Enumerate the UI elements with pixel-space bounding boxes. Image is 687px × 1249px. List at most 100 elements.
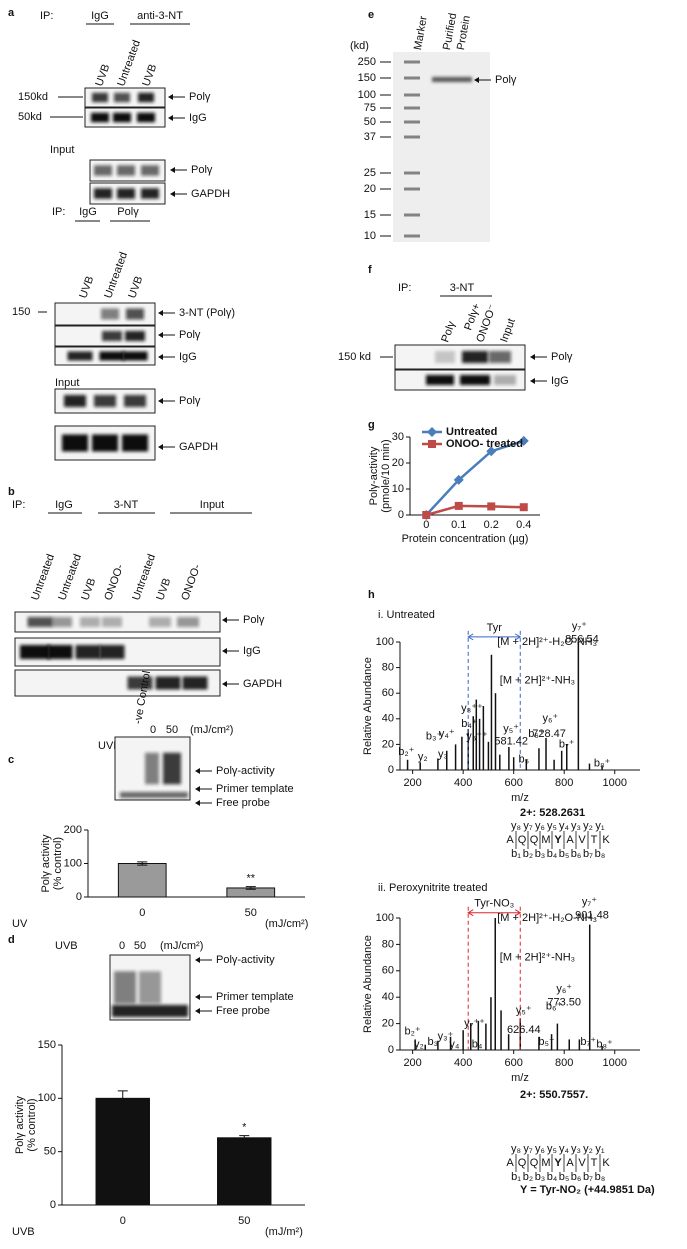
band: [126, 308, 144, 320]
x-tick-label: 400: [454, 1057, 472, 1069]
y-tick-label: 50: [44, 1146, 56, 1158]
ion-label: b₆: [571, 848, 582, 860]
panel-letter: g: [368, 419, 375, 431]
peak-label: y₄: [449, 1039, 460, 1051]
marker-label: 250: [358, 56, 376, 68]
lane-label: ONOO-: [102, 563, 126, 602]
band: [435, 351, 455, 363]
band-label: Polγ: [179, 329, 201, 341]
y-tick-label: 0: [398, 509, 404, 521]
lane-label: ONOO-: [179, 563, 203, 602]
band: [122, 434, 148, 452]
ion-label: y₅: [547, 1143, 557, 1155]
peak-label: y₇⁺: [572, 621, 587, 633]
y-tick-label: 100: [38, 1092, 56, 1104]
peak-label: y₅⁺⁺: [466, 731, 488, 743]
band: [47, 645, 73, 659]
error-bar: [245, 886, 256, 890]
ion-label: b₄: [547, 848, 558, 860]
label: 3-NT: [114, 499, 139, 511]
ion-label: y₆: [535, 820, 545, 832]
peak-label: b₃⁺: [426, 731, 443, 743]
x-tick-label: 0.4: [516, 519, 531, 531]
ion-label: y₆: [535, 1143, 545, 1155]
band-label: IgG: [551, 375, 569, 387]
peak-label: b₂⁺: [398, 746, 414, 758]
y-axis-label: (pmole/10 min): [380, 439, 392, 512]
band: [102, 617, 122, 627]
band: [125, 331, 145, 341]
x-axis-label: UVB: [12, 1226, 35, 1238]
peak-label: b₈⁺: [594, 758, 611, 770]
band-label: Polγ: [495, 74, 517, 86]
panel-letter: h: [368, 589, 375, 601]
residue: Y: [554, 1157, 562, 1169]
marker: [453, 474, 464, 485]
error-bar: [239, 1135, 250, 1141]
series-line: [425, 439, 525, 516]
x-tick-label: 0: [139, 907, 145, 919]
label: 150 kd: [338, 351, 371, 363]
marker-label: 37: [364, 131, 376, 143]
x-tick-label: 0: [120, 1215, 126, 1227]
ladder-band: [404, 93, 420, 97]
ladder-band: [404, 234, 420, 238]
band: [124, 395, 146, 407]
panel-letter: a: [8, 7, 15, 19]
ladder-band: [404, 171, 420, 175]
peak-label: b₇⁺: [580, 1036, 596, 1048]
panel-letter: e: [368, 9, 374, 21]
arrow-head: [195, 994, 200, 1000]
precursor-label: [M + 2H]²⁺-NH₃: [500, 674, 575, 686]
band: [182, 676, 208, 690]
y-tick-label: 100: [376, 636, 394, 648]
panel-letter: b: [8, 486, 15, 498]
x-tick-label: 200: [403, 1057, 421, 1069]
band: [27, 617, 53, 627]
band: [113, 112, 131, 123]
band: [102, 331, 122, 341]
band: [99, 351, 125, 361]
band: [432, 77, 472, 82]
ion-label: b₄: [547, 1171, 558, 1183]
ion-label: b₇: [583, 848, 593, 860]
label: ii. Peroxynitrite treated: [378, 882, 487, 894]
arrow-head: [195, 786, 200, 792]
marker: [454, 501, 463, 510]
marker: [422, 511, 431, 519]
label: Polγ: [117, 206, 139, 218]
peak-label: y₇⁺: [582, 896, 597, 908]
residue: Q: [530, 1157, 539, 1169]
lane-label: UVB: [93, 63, 112, 88]
lane-label: Untreated: [29, 553, 57, 603]
shift-arrow: [467, 909, 522, 917]
band-label: Polγ: [179, 395, 201, 407]
ion-label: b₂: [523, 848, 533, 860]
arrow-head: [195, 957, 200, 963]
marker-label: 150: [358, 72, 376, 84]
marker-label: 100: [358, 89, 376, 101]
x-axis-label: m/z: [511, 1072, 529, 1084]
label: (mJ/cm²): [190, 724, 233, 736]
peak-label: b₅: [519, 754, 530, 766]
band: [114, 92, 130, 103]
lane-label: Untreated: [115, 39, 143, 89]
band: [139, 971, 161, 1004]
marker-label: 25: [364, 167, 376, 179]
y-tick-label: 100: [64, 857, 82, 869]
ion-label: b₂: [523, 1171, 533, 1183]
peak-label: y₈⁺⁺: [461, 702, 483, 714]
y-axis-label: (% control): [26, 1098, 38, 1151]
band: [117, 165, 135, 176]
band: [120, 792, 188, 798]
band-label: Polγ-activity: [216, 954, 275, 966]
label: Input: [200, 499, 224, 511]
band: [141, 188, 159, 199]
band-label: Polγ: [191, 164, 213, 176]
y-tick-label: 60: [382, 687, 394, 699]
ion-label: b₁: [511, 1171, 521, 1183]
error-bar: [117, 1090, 128, 1107]
label: Input: [55, 377, 79, 389]
y-axis-label: Relative Abundance: [362, 657, 374, 755]
legend-label: Untreated: [446, 426, 497, 438]
